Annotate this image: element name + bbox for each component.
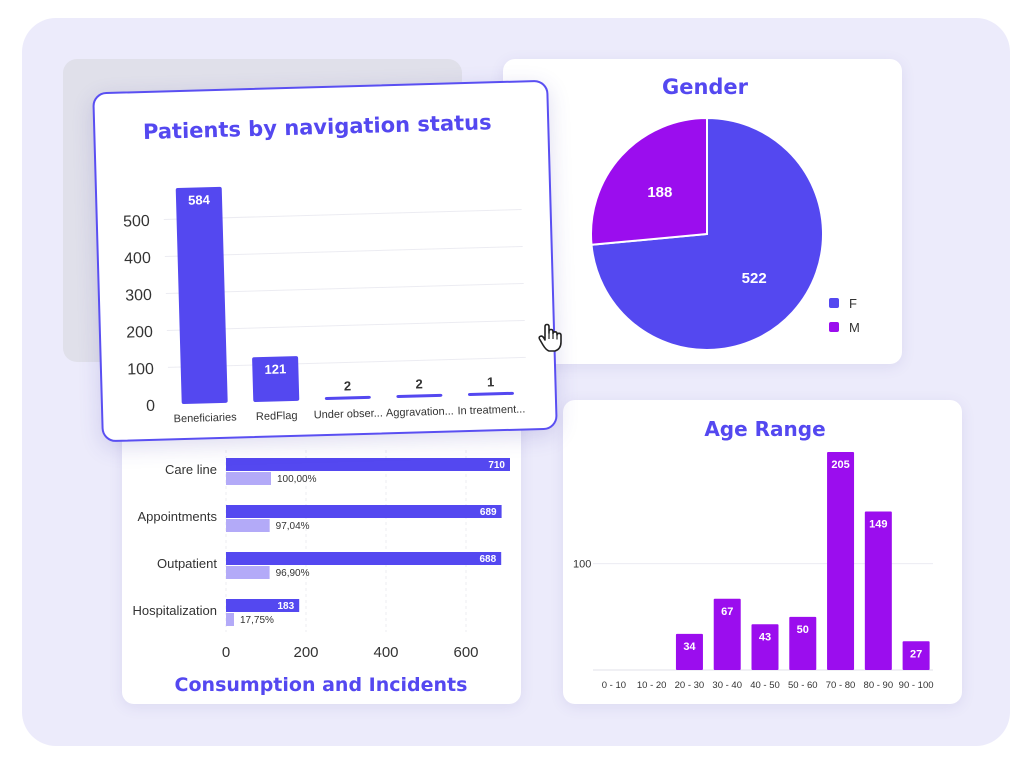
legend-label: F	[849, 296, 857, 311]
age-bar	[902, 641, 930, 670]
cons-category-label: Outpatient	[157, 556, 217, 571]
nav-bar	[324, 395, 371, 401]
navigation-status-title: Patients by navigation status	[143, 110, 492, 144]
cons-bar-count-label: 183	[278, 601, 295, 612]
nav-bar-value: 2	[344, 378, 352, 393]
cons-x-tick: 200	[293, 644, 318, 661]
pie-slice-label: 188	[647, 184, 672, 201]
age-bar-value: 43	[759, 631, 771, 643]
cons-bar-percent-label: 17,75%	[240, 615, 274, 626]
age-x-tick: 50 - 60	[788, 680, 818, 691]
nav-gridline	[163, 208, 522, 220]
legend-swatch	[829, 322, 839, 332]
cons-category-label: Appointments	[138, 509, 218, 524]
age-x-tick: 80 - 90	[864, 680, 894, 691]
nav-gridline	[166, 319, 525, 331]
navigation-status-card: Patients by navigation status 0 100 200 300…	[92, 79, 558, 443]
pie-slice	[590, 116, 708, 246]
age-x-tick: 10 - 20	[637, 680, 667, 691]
cons-bar-count-label: 688	[480, 554, 497, 565]
cons-bar-percent	[226, 566, 270, 579]
age-bar-value: 149	[869, 519, 887, 531]
age-bar-value: 34	[683, 641, 696, 653]
age-range-title: Age Range	[704, 417, 825, 441]
nav-x-tick: In treatment...	[457, 403, 525, 417]
age-x-tick: 20 - 30	[675, 680, 705, 691]
nav-gridline	[165, 282, 524, 294]
nav-y-tick: 400	[124, 250, 151, 268]
nav-y-tick: 200	[126, 324, 153, 342]
age-x-tick: 90 - 100	[899, 680, 934, 691]
age-x-tick: 0 - 10	[602, 680, 626, 691]
nav-x-tick: Under obser...	[314, 407, 383, 421]
nav-gridline	[164, 245, 523, 257]
nav-bar	[467, 391, 514, 397]
nav-bar-value: 584	[188, 192, 211, 208]
cons-bar-percent	[226, 613, 234, 626]
cons-bar-count-label: 689	[480, 507, 497, 518]
cons-bar-percent-label: 97,04%	[276, 521, 310, 532]
age-bar-value: 50	[797, 624, 809, 636]
age-x-tick: 40 - 50	[750, 680, 780, 691]
nav-bar	[396, 393, 443, 399]
age-bar-value: 205	[831, 459, 849, 471]
cons-bar-percent	[226, 519, 270, 532]
gender-chart: Gender 522 188 FM	[590, 75, 860, 351]
legend-swatch	[829, 298, 839, 308]
age-bar	[713, 598, 741, 670]
nav-bar	[252, 356, 300, 403]
nav-bar-value: 121	[264, 361, 286, 377]
cons-category-label: Hospitalization	[132, 603, 217, 618]
cons-x-tick: 400	[373, 644, 398, 661]
consumption-title: Consumption and Incidents	[175, 674, 468, 696]
nav-bar-value: 2	[415, 376, 423, 391]
age-bar	[864, 511, 892, 670]
age-bar	[675, 633, 703, 670]
cons-x-tick: 600	[453, 644, 478, 661]
cons-bar-percent-label: 96,90%	[276, 568, 310, 579]
nav-x-tick: Beneficiaries	[174, 412, 238, 426]
consumption-chart: Care line 710 100,00% Appointments 689 97,04%…	[132, 450, 510, 696]
cons-bar-percent	[226, 472, 271, 485]
nav-y-tick: 100	[127, 361, 154, 379]
age-x-tick: 70 - 80	[826, 680, 856, 691]
nav-x-tick: RedFlag	[256, 410, 298, 423]
age-range-chart: Age Range 100 34 67 43 50 205 149 27 0 - 10 10 …	[573, 417, 934, 691]
age-bar-value: 27	[910, 648, 922, 660]
cons-bar-count	[226, 458, 510, 471]
cons-bar-count-label: 710	[488, 460, 505, 471]
cons-x-tick: 0	[222, 644, 230, 661]
age-x-tick: 30 - 40	[712, 680, 742, 691]
nav-bar-value: 1	[487, 374, 495, 389]
nav-y-tick: 500	[123, 213, 150, 231]
cons-bar-count	[226, 505, 502, 518]
age-bar-value: 67	[721, 606, 733, 618]
navigation-status-chart: Patients by navigation status 0 100 200 300…	[123, 110, 526, 426]
age-bar	[827, 452, 855, 670]
cons-bar-count	[226, 599, 300, 612]
age-range-card: Age Range 100 34 67 43 50 205 149 27 0 - 10 10 …	[563, 400, 962, 704]
age-bar	[789, 616, 817, 670]
gender-title: Gender	[662, 75, 749, 99]
nav-y-tick: 0	[146, 398, 155, 415]
cons-bar-count	[226, 552, 502, 565]
legend-label: M	[849, 320, 860, 335]
nav-x-tick: Aggravation...	[386, 405, 454, 419]
consumption-card: Care line 710 100,00% Appointments 689 97,04%…	[122, 410, 521, 704]
age-y-tick: 100	[573, 559, 591, 571]
nav-y-tick: 300	[125, 287, 152, 305]
cons-category-label: Care line	[165, 462, 217, 477]
age-bar	[751, 624, 779, 670]
pie-slice-label: 522	[742, 270, 767, 287]
nav-bar	[175, 186, 228, 405]
nav-gridline	[167, 356, 526, 368]
hand-cursor-icon	[538, 323, 562, 352]
cons-bar-percent-label: 100,00%	[277, 474, 317, 485]
